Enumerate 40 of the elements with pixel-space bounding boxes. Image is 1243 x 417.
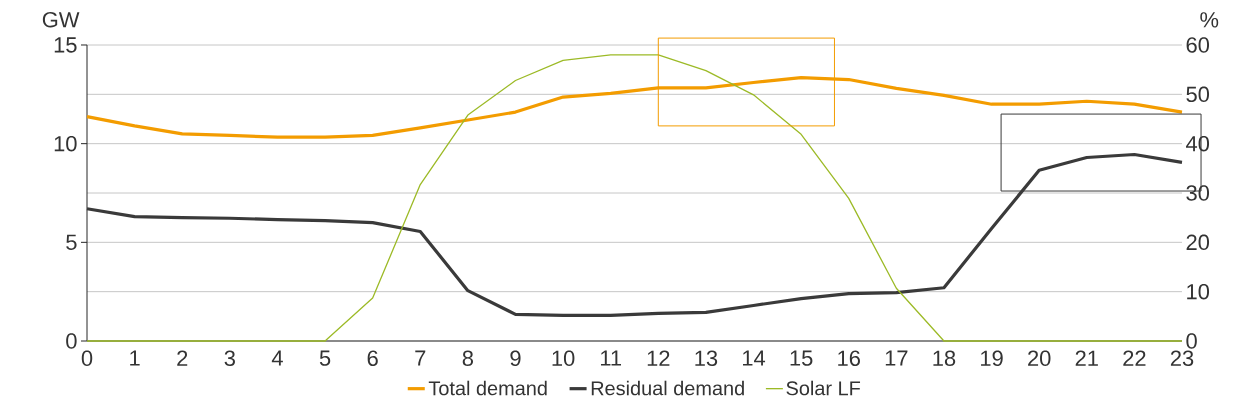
x-tick-label: 7 [415, 350, 426, 366]
x-tick-label: 5 [319, 350, 331, 366]
x-tick-label: 23 [1170, 350, 1194, 367]
x-tick-label: 20 [1028, 350, 1051, 367]
x-tick-label: 13 [695, 350, 718, 367]
x-tick-label: 17 [885, 350, 908, 366]
x-tick-label: 18 [933, 350, 956, 367]
x-tick-label: 11 [600, 350, 622, 366]
x-tick-label: 2 [177, 350, 188, 366]
x-tick-label: 12 [647, 350, 670, 366]
y2-tick-label: 20 [1186, 234, 1210, 251]
y2-tick-label: 10 [1187, 283, 1210, 300]
x-tick-label: 0 [81, 350, 93, 367]
x-tick-label: 9 [510, 350, 521, 367]
x-tick-label: 6 [367, 350, 378, 367]
y2-tick-label: 0 [1186, 333, 1197, 349]
x-tick-label: 16 [838, 350, 860, 367]
x-tick-label: 14 [743, 350, 766, 366]
x-tick-label: 4 [271, 350, 283, 366]
y-tick-label: 15 [54, 37, 77, 53]
y2-tick-label: 30 [1186, 185, 1210, 201]
y2-tick-label: 40 [1186, 135, 1210, 152]
y2-tick-label: 50 [1186, 86, 1210, 103]
x-tick-label: 10 [552, 350, 575, 367]
y-tick-label: 10 [54, 135, 77, 152]
y-tick-label: 5 [66, 234, 77, 250]
x-tick-label: 3 [224, 350, 235, 367]
y-tick-label: 0 [66, 333, 77, 349]
x-tick-label: 21 [1075, 350, 1098, 366]
legend-label: Residual demand [591, 380, 744, 396]
y2-tick-label: 60 [1186, 37, 1210, 53]
legend-label: Solar LF [786, 380, 861, 396]
x-tick-label: 1 [130, 350, 140, 366]
y2-axis-title: % [1200, 12, 1219, 28]
x-tick-label: 8 [462, 350, 474, 367]
x-tick-label: 15 [790, 350, 813, 366]
y-axis-title: GW [42, 11, 80, 28]
x-tick-label: 22 [1123, 350, 1146, 366]
legend-label: Total demand [428, 380, 547, 396]
x-tick-label: 19 [981, 350, 1003, 367]
